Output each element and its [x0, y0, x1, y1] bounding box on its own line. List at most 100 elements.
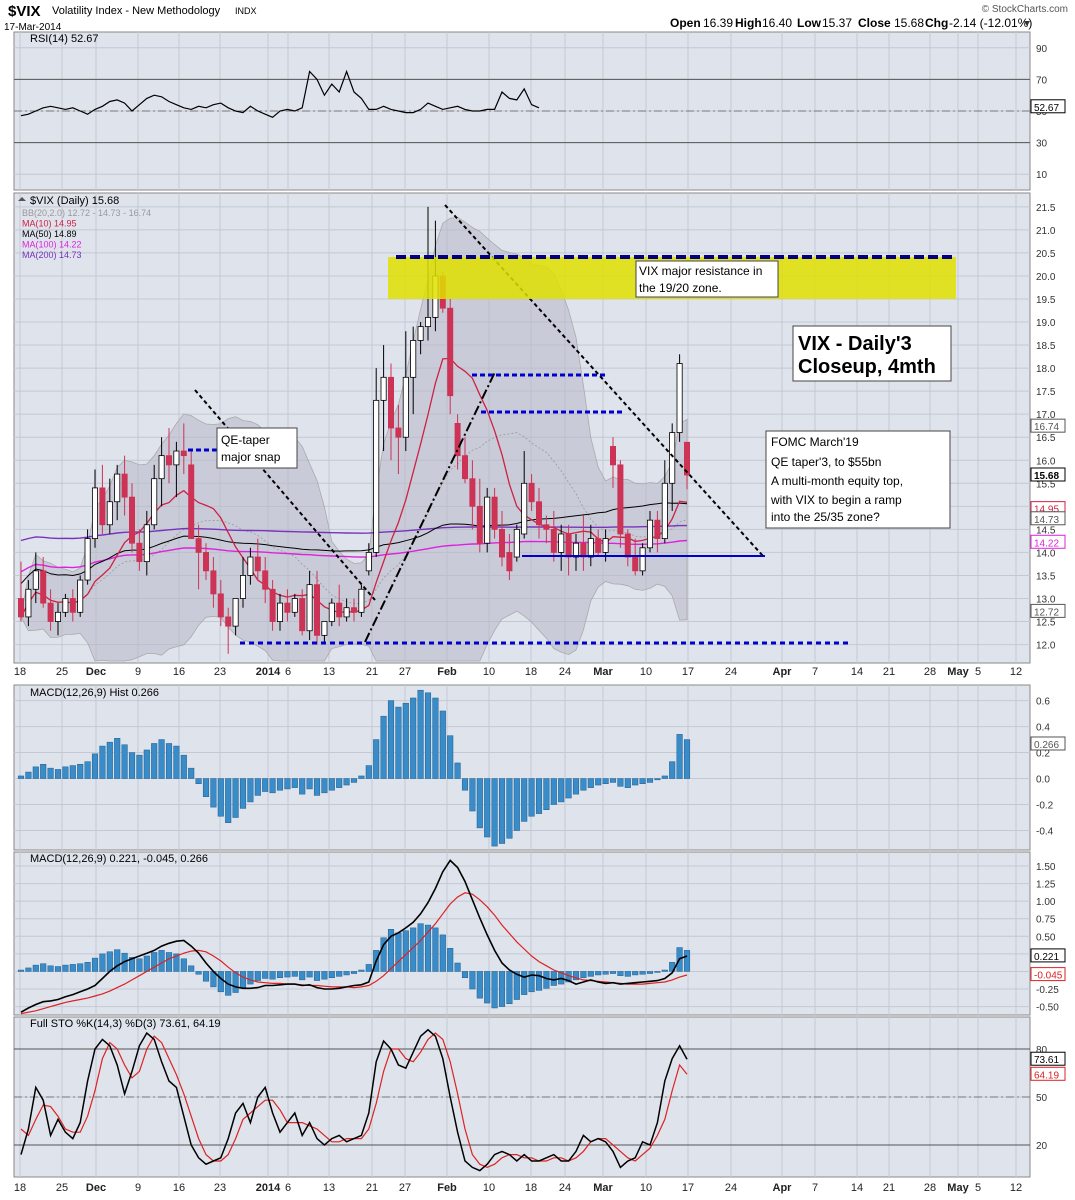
value-tag-text: 52.67	[1034, 103, 1059, 114]
hist-bar	[158, 739, 165, 779]
candle-body	[232, 598, 239, 627]
x-tick-label: 17	[682, 666, 694, 678]
value-tag	[1030, 736, 1066, 751]
hist-bar	[217, 778, 224, 817]
hist-bar	[373, 739, 380, 779]
fomc-text-2: QE taper'3, to $55bn	[771, 455, 881, 469]
uptrend-line	[364, 371, 496, 643]
hist-bar	[239, 778, 247, 809]
y-tick-label: 16.0	[1036, 456, 1056, 467]
macd-hist-bar	[62, 964, 69, 972]
hist-bar	[84, 761, 91, 779]
candle-body	[202, 552, 209, 572]
y-tick-label: 21.0	[1036, 226, 1056, 237]
x-tick-label: 21	[883, 1182, 895, 1194]
candle-body	[136, 542, 143, 563]
candle-body	[262, 570, 269, 590]
legend-item: MA(100) 14.22	[22, 240, 82, 250]
candle-body	[661, 482, 668, 539]
macd-hist-bar	[336, 971, 343, 977]
hist-bar	[247, 778, 254, 803]
candle-body	[387, 376, 394, 429]
macd-hist-bar	[461, 971, 469, 979]
bollinger-band	[20, 216, 688, 662]
candle-body	[217, 593, 224, 618]
hist-bar	[683, 739, 691, 779]
candle-body	[173, 450, 180, 466]
y-tick-label: 80	[1036, 1045, 1048, 1056]
high-value: 16.40	[762, 16, 792, 30]
macd-hist-bar	[454, 962, 461, 972]
y-tick-label: 18.5	[1036, 341, 1056, 352]
macd-hist-bar	[262, 971, 269, 979]
candle-body	[358, 588, 365, 613]
x-axis-labels: 18 25 Dec 9 16 23 2014 6 13 21 27 Feb 10 18 24 Mar 10 17 2…	[14, 666, 1022, 1194]
macd-hist-bar	[609, 971, 617, 974]
x-tick-label: Apr	[773, 666, 793, 678]
macd-hist-bar	[432, 927, 439, 972]
y-tick-label: -0.50	[1036, 1003, 1059, 1014]
macd-hist-bar	[646, 971, 654, 974]
candle-body	[92, 487, 99, 539]
hist-bar	[432, 697, 439, 779]
x-tick-label: 18	[14, 1182, 26, 1194]
y-tick-label: 13.0	[1036, 594, 1056, 605]
x-tick-label: 21	[883, 666, 895, 678]
value-tag-text: 14.22	[1034, 538, 1059, 549]
hist-bar	[343, 778, 350, 786]
macd-hist-bar	[402, 930, 409, 972]
hist-bar	[180, 754, 187, 779]
candle-body	[114, 473, 121, 503]
value-tag	[1030, 511, 1066, 526]
macd-hist-bar	[180, 958, 187, 972]
hist-bar	[350, 778, 358, 783]
candle-body	[587, 538, 594, 558]
x-tick-label: 10	[640, 666, 652, 678]
x-tick-label: 27	[399, 1182, 411, 1194]
candle-body	[676, 363, 683, 434]
y-tick-label: 17.0	[1036, 410, 1056, 421]
hist-bar	[165, 743, 173, 779]
rsi-panel: 907050301052.67	[14, 44, 1066, 181]
x-tick-label: 9	[135, 666, 141, 678]
y-tick-label: 14.0	[1036, 548, 1056, 559]
value-tag-text: 12.72	[1034, 607, 1059, 618]
y-tick-label: 20.0	[1036, 272, 1056, 283]
hist-bar	[25, 771, 32, 779]
x-tick-label: 21	[366, 666, 378, 678]
macd-hist-bar	[343, 971, 350, 976]
candle-body	[343, 607, 350, 618]
fomc-text-4: with VIX to begin a ramp	[770, 493, 902, 507]
value-tag-text: 16.74	[1034, 422, 1059, 433]
macd-hist-bar	[506, 971, 513, 1005]
macd-signal-line	[20, 892, 688, 1015]
header-exchange: INDX	[235, 6, 257, 16]
resistance-text-1: VIX major resistance in	[639, 264, 762, 278]
candle-body	[40, 570, 47, 604]
fomc-text-1: FOMC March'19	[771, 435, 859, 449]
y-tick-label: 0.2	[1036, 749, 1050, 760]
fomc-text-5: into the 25/35 zone?	[771, 510, 880, 524]
macd-hist-bar	[528, 971, 535, 993]
hist-bar	[484, 778, 491, 838]
candle-body	[447, 307, 454, 397]
legend-item: MA(50) 14.89	[22, 229, 77, 239]
candle-body	[195, 538, 202, 553]
x-tick-label: 9	[135, 1182, 141, 1194]
candle-body	[461, 455, 468, 480]
macd-hist-bar	[128, 957, 136, 972]
candle-body	[469, 478, 476, 507]
dropdown-chevron-icon[interactable]	[1024, 21, 1030, 26]
candle-body	[395, 427, 402, 438]
qe-callout	[216, 427, 298, 469]
macd-hist-bar	[535, 971, 543, 991]
y-tick-label: 1.25	[1036, 880, 1056, 891]
value-tag	[1030, 467, 1066, 482]
x-tick-label: Mar	[593, 666, 613, 678]
rsi-title: RSI(14) 52.67	[30, 33, 98, 45]
candle-body	[269, 588, 276, 622]
candle-body	[424, 317, 431, 328]
hist-bar	[676, 734, 683, 779]
hist-bar	[550, 778, 557, 805]
macd-hist-bar	[217, 971, 224, 993]
